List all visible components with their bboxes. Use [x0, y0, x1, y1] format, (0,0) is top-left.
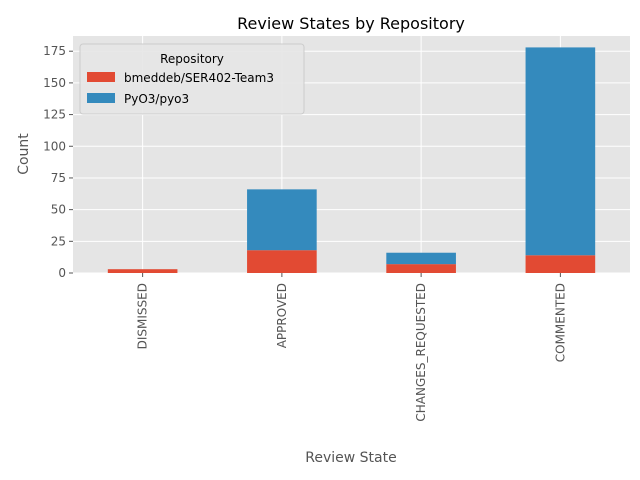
x-tick-label: DISMISSED: [136, 283, 150, 349]
x-tick-label: COMMENTED: [553, 283, 567, 362]
legend-box: [79, 43, 305, 115]
bar-series-2-approved: [247, 189, 317, 251]
bar-series-1-commented: [525, 255, 596, 273]
x-axis-label: Review State: [305, 450, 396, 466]
legend-items: bmeddeb/SER402-Team3 PyO3/pyo3: [87, 71, 274, 106]
x-tick-label: APPROVED: [275, 283, 289, 348]
chart-title: Review States by Repository: [237, 14, 465, 33]
bar-series-1-changes_requested: [386, 264, 456, 273]
legend-label: bmeddeb/SER402-Team3: [124, 71, 274, 85]
y-tick-label: 125: [43, 108, 66, 122]
y-tick-label: 100: [43, 139, 66, 153]
bars: [107, 47, 596, 273]
legend-label: PyO3/pyo3: [124, 92, 189, 106]
bar-series-1-dismissed: [107, 269, 178, 273]
legend: Repository bmeddeb/SER402-Team3 PyO3/pyo3: [79, 43, 305, 115]
bar-series-2-changes_requested: [386, 252, 456, 265]
bar-series-2-commented: [525, 47, 596, 256]
y-axis-label: Count: [16, 133, 32, 175]
legend-swatch: [87, 72, 115, 82]
y-tick-label: 25: [51, 234, 66, 248]
y-tick-label: 150: [43, 76, 66, 90]
legend-title: Repository: [160, 52, 224, 66]
legend-swatch: [87, 93, 115, 103]
y-axis-ticks: 0 25 50 75 100 125 150 175: [43, 44, 73, 280]
bar-series-1-approved: [247, 250, 317, 273]
x-axis-ticks: DISMISSED APPROVED CHANGES_REQUESTED COMMEN…: [136, 273, 567, 422]
y-tick-label: 50: [51, 203, 66, 217]
y-tick-label: 175: [43, 44, 66, 58]
y-tick-label: 0: [58, 266, 66, 280]
x-tick-label: CHANGES_REQUESTED: [414, 283, 428, 422]
y-tick-label: 75: [51, 171, 66, 185]
